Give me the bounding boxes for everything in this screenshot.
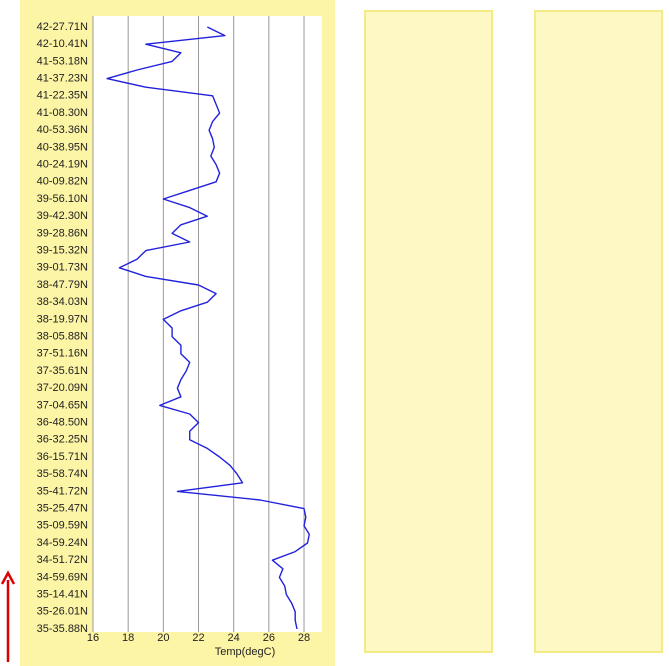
y-tick-label: 37-04.65N xyxy=(37,399,88,411)
y-tick-label: 35-09.59N xyxy=(37,520,88,532)
y-tick-label: 36-32.25N xyxy=(37,434,88,446)
y-tick-label: 40-38.95N xyxy=(37,141,88,153)
y-tick-label: 41-37.23N xyxy=(37,73,88,85)
y-tick-label: 35-41.72N xyxy=(37,485,88,497)
y-tick-label: 35-25.47N xyxy=(37,503,88,515)
y-tick-label: 38-19.97N xyxy=(37,313,88,325)
y-tick-label: 39-42.30N xyxy=(37,210,88,222)
x-tick-label: 26 xyxy=(263,632,275,644)
y-tick-label: 39-15.32N xyxy=(37,245,88,257)
y-tick-label: 38-34.03N xyxy=(37,296,88,308)
arrow-head xyxy=(0,570,16,585)
temperature-line xyxy=(106,26,310,630)
y-tick-label: 37-51.16N xyxy=(37,348,88,360)
y-tick-label: 38-47.79N xyxy=(37,279,88,291)
y-tick-label: 37-35.61N xyxy=(37,365,88,377)
y-tick-label: 39-56.10N xyxy=(37,193,88,205)
y-tick-label: 42-27.71N xyxy=(37,21,88,33)
x-tick-label: 20 xyxy=(157,632,169,644)
empty-panel xyxy=(534,10,663,653)
x-tick-label: 28 xyxy=(298,632,310,644)
y-tick-label: 39-01.73N xyxy=(37,262,88,274)
y-tick-label: 41-22.35N xyxy=(37,90,88,102)
y-tick-label: 34-51.72N xyxy=(37,554,88,566)
empty-panel xyxy=(364,10,493,653)
y-tick-label: 37-20.09N xyxy=(37,382,88,394)
y-tick-label: 40-53.36N xyxy=(37,124,88,136)
x-tick-label: 24 xyxy=(228,632,240,644)
y-tick-label: 35-58.74N xyxy=(37,468,88,480)
y-tick-label: 35-26.01N xyxy=(37,606,88,618)
y-tick-label: 40-24.19N xyxy=(37,159,88,171)
y-tick-label: 39-28.86N xyxy=(37,227,88,239)
y-tick-label: 35-35.88N xyxy=(37,623,88,635)
plot-area xyxy=(93,16,322,632)
y-tick-label: 36-48.50N xyxy=(37,417,88,429)
x-tick-label: 16 xyxy=(87,632,99,644)
x-tick-label: 18 xyxy=(122,632,134,644)
y-tick-label: 42-10.41N xyxy=(37,38,88,50)
x-tick-label: 22 xyxy=(192,632,204,644)
y-tick-label: 38-05.88N xyxy=(37,331,88,343)
y-tick-label: 34-59.69N xyxy=(37,571,88,583)
y-tick-label: 41-53.18N xyxy=(37,55,88,67)
y-tick-label: 34-59.24N xyxy=(37,537,88,549)
y-tick-label: 36-15.71N xyxy=(37,451,88,463)
y-tick-label: 35-14.41N xyxy=(37,589,88,601)
y-tick-label: 40-09.82N xyxy=(37,176,88,188)
x-axis-label: Temp(degC) xyxy=(215,646,276,658)
y-tick-label: 41-08.30N xyxy=(37,107,88,119)
